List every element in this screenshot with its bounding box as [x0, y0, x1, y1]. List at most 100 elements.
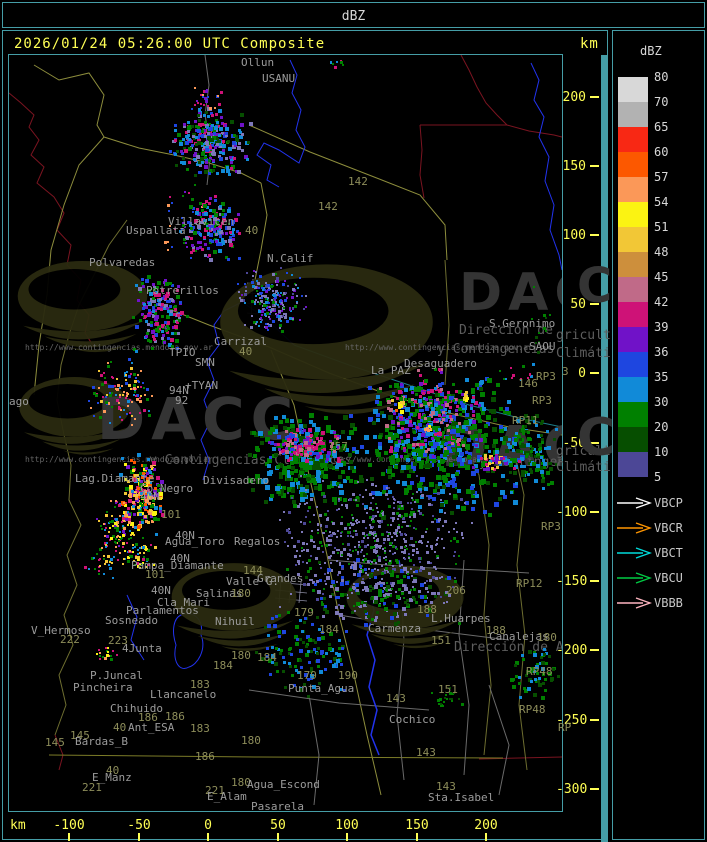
echo-pixel — [273, 429, 278, 434]
echo-pixel — [213, 217, 217, 221]
radar-map[interactable]: DACCDACCDACCDirección de Agriculturay Co… — [8, 54, 563, 812]
echo-pixel — [454, 577, 456, 579]
echo-pixel — [413, 598, 416, 601]
echo-pixel — [336, 659, 340, 663]
echo-pixel — [423, 453, 427, 457]
echo-pixel — [289, 457, 292, 460]
echo-pixel — [414, 400, 417, 403]
echo-pixel — [131, 401, 133, 403]
echo-pixel — [150, 476, 153, 479]
echo-pixel — [150, 515, 153, 518]
echo-pixel — [529, 445, 532, 448]
echo-pixel — [542, 487, 545, 490]
echo-pixel — [192, 249, 195, 252]
echo-pixel — [436, 475, 441, 480]
echo-pixel — [544, 689, 547, 692]
echo-pixel — [265, 326, 268, 329]
echo-pixel — [103, 372, 105, 374]
echo-pixel — [528, 422, 531, 425]
scale-value: 42 — [654, 295, 669, 309]
echo-pixel — [203, 129, 206, 132]
echo-pixel — [350, 423, 355, 428]
echo-pixel — [117, 535, 119, 537]
echo-pixel — [221, 222, 224, 225]
echo-pixel — [182, 195, 184, 197]
echo-pixel — [198, 112, 201, 115]
echo-pixel — [327, 572, 329, 574]
echo-pixel — [375, 544, 378, 547]
echo-pixel — [361, 581, 364, 584]
echo-pixel — [139, 412, 141, 414]
echo-pixel — [139, 563, 141, 565]
echo-pixel — [141, 464, 144, 467]
echo-pixel — [149, 471, 152, 474]
echo-pixel — [145, 499, 149, 503]
echo-pixel — [296, 449, 299, 452]
echo-pixel — [347, 523, 350, 526]
echo-pixel — [314, 446, 318, 450]
echo-pixel — [387, 425, 392, 430]
echo-pixel — [144, 305, 148, 309]
echo-pixel — [261, 319, 263, 321]
echo-pixel — [306, 437, 310, 441]
echo-pixel — [201, 248, 204, 251]
echo-pixel — [396, 595, 400, 599]
echo-pixel — [99, 658, 101, 660]
map-place-label: Sosneado — [105, 614, 158, 627]
echo-pixel — [543, 653, 546, 656]
echo-pixel — [402, 584, 405, 587]
echo-pixel — [271, 646, 274, 649]
echo-pixel — [364, 558, 367, 561]
echo-pixel — [275, 303, 277, 305]
echo-pixel — [531, 447, 534, 450]
map-place-label: 144 — [243, 564, 263, 577]
echo-pixel — [193, 158, 196, 161]
echo-pixel — [452, 383, 455, 386]
echo-pixel — [137, 478, 140, 481]
echo-pixel — [125, 397, 127, 399]
echo-pixel — [387, 571, 389, 573]
echo-pixel — [257, 301, 259, 303]
echo-pixel — [333, 450, 336, 453]
echo-pixel — [276, 465, 280, 469]
echo-pixel — [375, 400, 379, 404]
echo-pixel — [330, 585, 333, 588]
echo-pixel — [436, 385, 439, 388]
echo-pixel — [343, 479, 347, 483]
echo-pixel — [232, 238, 235, 241]
logo-ray — [23, 427, 128, 444]
echo-pixel — [262, 289, 264, 291]
echo-pixel — [401, 505, 403, 507]
echo-pixel — [336, 581, 338, 583]
echo-pixel — [110, 658, 113, 661]
echo-pixel — [522, 425, 525, 428]
echo-pixel — [396, 575, 399, 578]
echo-pixel — [410, 537, 413, 540]
echo-pixel — [313, 648, 316, 651]
echo-pixel — [314, 641, 317, 644]
echo-pixel — [388, 437, 391, 440]
right-axis-tick-label: 150 — [562, 159, 586, 174]
echo-pixel — [130, 537, 132, 539]
echo-pixel — [404, 587, 408, 591]
echo-pixel — [500, 490, 505, 495]
echo-pixel — [174, 308, 177, 311]
echo-pixel — [338, 647, 341, 650]
echo-pixel — [520, 379, 522, 381]
echo-pixel — [130, 388, 132, 390]
map-place-label: 157 — [328, 440, 348, 453]
echo-pixel — [206, 126, 209, 129]
echo-pixel — [530, 670, 533, 673]
echo-pixel — [503, 495, 507, 499]
echo-pixel — [172, 140, 175, 143]
echo-pixel — [337, 530, 339, 532]
map-place-label: 183 — [190, 722, 210, 735]
echo-pixel — [370, 526, 373, 529]
echo-pixel — [444, 520, 447, 523]
echo-pixel — [338, 486, 340, 488]
echo-pixel — [409, 514, 411, 516]
echo-pixel — [526, 443, 530, 447]
echo-pixel — [316, 437, 319, 440]
echo-pixel — [456, 540, 459, 543]
echo-pixel — [338, 571, 341, 574]
